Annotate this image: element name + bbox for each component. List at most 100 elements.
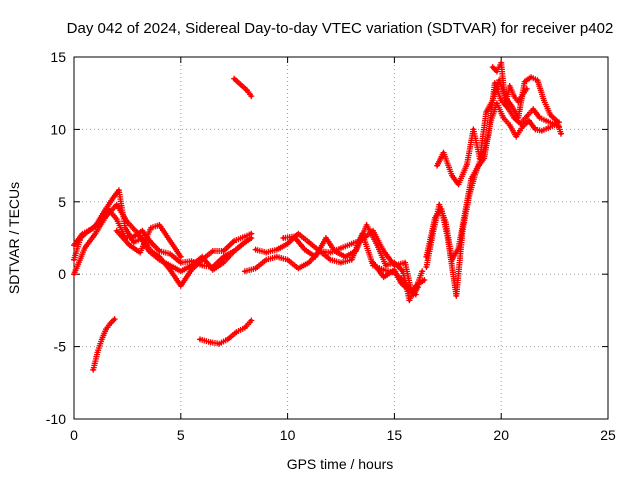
data-point — [104, 327, 108, 331]
data-point — [424, 265, 429, 269]
series-track-l — [423, 100, 562, 270]
data-point — [461, 227, 465, 231]
data-point — [147, 249, 151, 253]
data-point — [108, 321, 112, 326]
x-tick-label: 10 — [280, 427, 296, 443]
data-point — [491, 65, 495, 69]
data-point — [354, 249, 358, 253]
data-point — [226, 337, 230, 341]
data-point — [375, 243, 379, 247]
grid-lines — [74, 57, 608, 419]
data-point — [89, 227, 93, 231]
data-point — [439, 207, 443, 211]
data-point — [157, 258, 162, 262]
data-point — [495, 101, 499, 105]
data-point — [296, 266, 300, 271]
data-point — [211, 249, 215, 253]
series-track-b — [71, 206, 248, 270]
data-point — [527, 119, 531, 123]
data-point — [518, 122, 523, 126]
data-point — [441, 150, 446, 155]
data-point — [140, 229, 144, 233]
data-point — [110, 197, 115, 201]
data-point — [525, 114, 529, 118]
data-point — [249, 94, 253, 98]
x-tick-label: 15 — [387, 427, 403, 443]
series-track-e — [90, 316, 118, 373]
data-point — [115, 217, 119, 221]
data-point — [503, 103, 508, 107]
data-point — [422, 278, 426, 282]
data-point — [407, 298, 411, 302]
data-point — [328, 250, 332, 255]
data-point — [243, 269, 247, 273]
data-point — [495, 69, 499, 74]
data-point — [550, 122, 555, 126]
data-point — [324, 236, 328, 240]
data-point — [328, 258, 332, 262]
data-point — [456, 182, 461, 187]
data-point — [382, 268, 386, 272]
data-point — [544, 119, 548, 123]
data-point — [403, 261, 407, 265]
y-tick-label: -10 — [46, 411, 66, 427]
data-point — [420, 269, 424, 273]
data-point — [115, 229, 119, 233]
data-point — [179, 261, 183, 265]
data-point — [249, 232, 253, 236]
series-track-n — [434, 74, 564, 188]
axis-ticks: 0 5 10 15 20 25 -10 -5 0 5 10 15 — [46, 49, 616, 443]
data-point — [499, 61, 503, 65]
data-point — [313, 255, 317, 259]
data-point — [117, 188, 121, 192]
data-point — [245, 88, 249, 92]
y-tick-label: 0 — [58, 266, 66, 282]
data-point — [286, 258, 290, 262]
data-point — [478, 156, 482, 160]
data-point — [221, 255, 226, 259]
data-point — [209, 340, 213, 344]
data-point — [200, 255, 204, 259]
data-point — [437, 203, 441, 207]
data-point — [399, 281, 403, 285]
data-point — [95, 350, 100, 354]
data-point — [542, 98, 546, 103]
data-point — [424, 255, 429, 259]
data-point — [179, 269, 183, 273]
plus-markers — [197, 317, 255, 347]
data-point — [249, 318, 253, 323]
data-point — [433, 216, 437, 220]
data-point — [115, 203, 119, 207]
data-point — [83, 246, 87, 250]
data-point — [382, 275, 386, 279]
series-track-c — [71, 201, 255, 278]
data-point — [484, 110, 488, 114]
data-point — [497, 78, 501, 82]
data-point — [149, 240, 153, 244]
data-point — [516, 100, 520, 104]
data-point — [221, 261, 226, 265]
series-track-j — [280, 222, 428, 304]
data-point — [292, 234, 296, 239]
plus-markers — [71, 201, 255, 278]
data-point — [508, 123, 512, 127]
data-point — [538, 116, 542, 120]
x-tick-label: 20 — [493, 427, 509, 443]
y-tick-label: 10 — [50, 121, 66, 137]
data-point — [132, 240, 136, 244]
data-point — [138, 250, 142, 255]
data-point — [149, 226, 153, 230]
data-point — [239, 82, 243, 87]
data-point — [234, 330, 238, 334]
data-point — [93, 232, 97, 236]
data-point — [529, 75, 533, 79]
x-axis-label: GPS time / hours — [287, 456, 394, 472]
data-point — [350, 258, 354, 262]
data-point — [72, 258, 76, 262]
data-point — [112, 317, 117, 321]
y-tick-label: -5 — [54, 339, 67, 355]
plus-markers — [423, 100, 562, 270]
plus-markers — [423, 80, 562, 299]
data-point — [450, 174, 454, 178]
